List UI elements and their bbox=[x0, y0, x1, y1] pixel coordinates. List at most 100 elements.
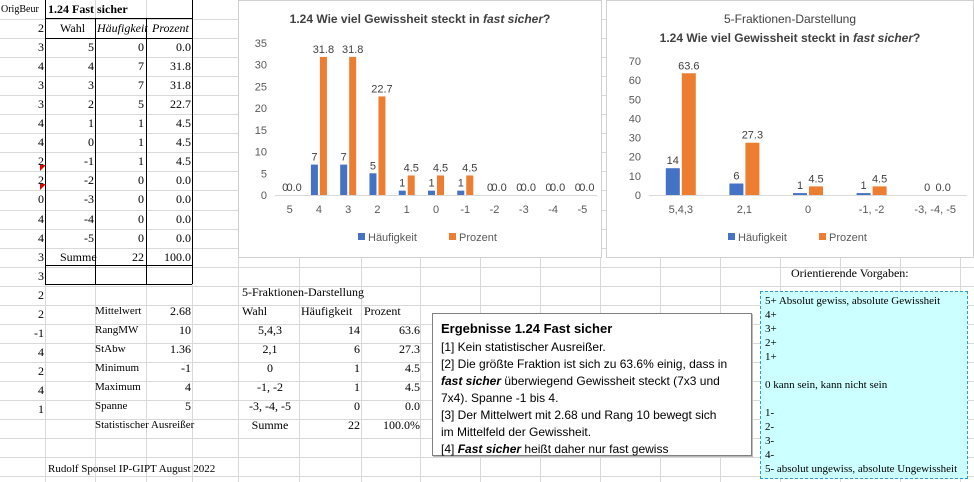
wahl-cell[interactable]: 0 bbox=[88, 135, 94, 150]
bar-haeufigkeit[interactable] bbox=[793, 193, 807, 195]
wahl-cell[interactable]: -4 bbox=[84, 211, 94, 226]
prozent-cell[interactable]: 4.5 bbox=[176, 116, 191, 131]
haeufigkeit-cell[interactable]: 0 bbox=[138, 230, 144, 245]
origbeur-cell[interactable]: 2 bbox=[38, 287, 44, 302]
five-prozent-cell[interactable]: 27.3 bbox=[399, 342, 420, 357]
five-wahl-cell[interactable]: -1, -2 bbox=[257, 380, 283, 395]
results-textbox[interactable]: Ergebnisse 1.24 Fast sicher [1] Kein sta… bbox=[432, 313, 752, 456]
stat-value[interactable]: 1.36 bbox=[170, 342, 191, 357]
origbeur-cell[interactable]: 4 bbox=[38, 230, 44, 245]
haeufigkeit-cell[interactable]: 0 bbox=[138, 192, 144, 207]
bar-haeufigkeit[interactable] bbox=[369, 173, 377, 195]
chart-panel-five-fraction[interactable]: 5-Fraktionen-Darstellung 1.24 Wie viel Ge… bbox=[606, 0, 974, 258]
bar-prozent[interactable] bbox=[466, 175, 474, 195]
haeufigkeit-cell[interactable]: 5 bbox=[138, 97, 144, 112]
prozent-cell[interactable]: 0.0 bbox=[176, 40, 191, 55]
stat-value[interactable]: 10 bbox=[179, 323, 191, 338]
prozent-cell[interactable]: 22.7 bbox=[170, 97, 191, 112]
bar-haeufigkeit[interactable] bbox=[428, 190, 435, 195]
origbeur-cell[interactable]: 4 bbox=[38, 344, 44, 359]
wahl-cell[interactable]: 1 bbox=[88, 116, 94, 131]
five-wahl-cell[interactable]: 2,1 bbox=[262, 342, 278, 357]
bar-prozent[interactable] bbox=[437, 175, 444, 195]
origbeur-cell[interactable]: 2 bbox=[38, 154, 44, 169]
stat-value[interactable]: 5 bbox=[185, 399, 191, 414]
bar-prozent[interactable] bbox=[681, 73, 696, 195]
wahl-cell[interactable]: 4 bbox=[88, 59, 94, 74]
prozent-cell[interactable]: 0.0 bbox=[176, 192, 191, 207]
wahl-cell[interactable]: -3 bbox=[84, 192, 94, 207]
stat-value[interactable]: 2.68 bbox=[170, 304, 191, 318]
five-haeufigkeit-cell[interactable]: 0 bbox=[354, 399, 360, 414]
origbeur-cell[interactable]: 3 bbox=[38, 40, 44, 55]
summe-prozent[interactable]: 100.0 bbox=[164, 249, 191, 264]
haeufigkeit-cell[interactable]: 7 bbox=[138, 59, 144, 74]
five-prozent-cell[interactable]: 4.5 bbox=[405, 361, 420, 376]
five-summe-haeufigkeit[interactable]: 22 bbox=[348, 418, 360, 433]
five-wahl-cell[interactable]: 5,4,3 bbox=[258, 323, 282, 338]
five-haeufigkeit-cell[interactable]: 1 bbox=[354, 361, 360, 376]
comment-marker[interactable] bbox=[40, 165, 46, 171]
origbeur-cell[interactable]: 2 bbox=[38, 306, 44, 321]
origbeur-cell[interactable]: 4 bbox=[38, 135, 44, 150]
wahl-cell[interactable]: 3 bbox=[88, 78, 94, 93]
origbeur-cell[interactable]: 0 bbox=[38, 192, 44, 207]
bar-prozent[interactable] bbox=[349, 56, 357, 196]
haeufigkeit-cell[interactable]: 1 bbox=[138, 135, 144, 150]
prozent-cell[interactable]: 31.8 bbox=[170, 59, 191, 74]
bar-prozent[interactable] bbox=[745, 142, 760, 195]
origbeur-cell[interactable]: 2 bbox=[38, 21, 44, 35]
origbeur-cell[interactable]: 1 bbox=[38, 402, 44, 416]
comment-marker-2[interactable] bbox=[40, 184, 46, 190]
origbeur-cell[interactable]: 3 bbox=[38, 268, 44, 283]
bar-haeufigkeit[interactable] bbox=[856, 193, 871, 195]
bar-haeufigkeit[interactable] bbox=[310, 164, 318, 195]
five-summe-prozent[interactable]: 100.0% bbox=[383, 418, 420, 433]
origbeur-cell[interactable]: 3 bbox=[38, 78, 44, 93]
origbeur-cell[interactable]: 4 bbox=[38, 59, 44, 74]
origbeur-cell[interactable]: 4 bbox=[38, 382, 44, 397]
prozent-cell[interactable]: 4.5 bbox=[176, 154, 191, 169]
prozent-cell[interactable]: 0.0 bbox=[176, 211, 191, 226]
orientation-box[interactable]: 5+ Absolut gewiss, absolute Gewissheit 4+… bbox=[760, 291, 968, 479]
wahl-cell[interactable]: -5 bbox=[84, 230, 94, 245]
haeufigkeit-cell[interactable]: 0 bbox=[138, 211, 144, 226]
wahl-cell[interactable]: 2 bbox=[88, 97, 94, 112]
haeufigkeit-cell[interactable]: 0 bbox=[138, 40, 144, 55]
bar-prozent[interactable] bbox=[872, 186, 887, 195]
bar-haeufigkeit[interactable] bbox=[398, 190, 406, 195]
origbeur-cell[interactable]: -1 bbox=[34, 325, 44, 340]
wahl-cell[interactable]: 5 bbox=[88, 40, 94, 55]
five-prozent-cell[interactable]: 0.0 bbox=[405, 399, 420, 414]
bar-haeufigkeit[interactable] bbox=[340, 164, 348, 195]
chart-panel-frequency[interactable]: 1.24 Wie viel Gewissheit steckt in fast … bbox=[238, 0, 602, 258]
origbeur-cell[interactable]: 3 bbox=[38, 249, 44, 264]
five-prozent-cell[interactable]: 4.5 bbox=[405, 380, 420, 395]
haeufigkeit-cell[interactable]: 0 bbox=[138, 173, 144, 188]
bar-prozent[interactable] bbox=[407, 175, 415, 195]
wahl-cell[interactable]: -2 bbox=[84, 173, 94, 188]
origbeur-cell[interactable]: 2 bbox=[38, 363, 44, 378]
five-haeufigkeit-cell[interactable]: 14 bbox=[348, 323, 360, 338]
bar-prozent[interactable] bbox=[319, 56, 327, 196]
prozent-cell[interactable]: 4.5 bbox=[176, 135, 191, 150]
origbeur-cell[interactable]: 4 bbox=[38, 211, 44, 226]
five-prozent-cell[interactable]: 63.6 bbox=[399, 323, 420, 338]
bar-prozent[interactable] bbox=[378, 96, 386, 195]
origbeur-cell[interactable]: 2 bbox=[38, 173, 44, 188]
five-wahl-cell[interactable]: 0 bbox=[267, 361, 273, 376]
stat-value[interactable]: 4 bbox=[185, 380, 191, 395]
five-haeufigkeit-cell[interactable]: 6 bbox=[354, 342, 360, 357]
bar-haeufigkeit[interactable] bbox=[729, 183, 744, 195]
haeufigkeit-cell[interactable]: 7 bbox=[138, 78, 144, 93]
summe-haeufigkeit[interactable]: 22 bbox=[132, 249, 144, 264]
bar-haeufigkeit[interactable] bbox=[457, 190, 465, 195]
prozent-cell[interactable]: 31.8 bbox=[170, 78, 191, 93]
prozent-cell[interactable]: 0.0 bbox=[176, 173, 191, 188]
prozent-cell[interactable]: 0.0 bbox=[176, 230, 191, 245]
wahl-cell[interactable]: -1 bbox=[84, 154, 94, 169]
five-wahl-cell[interactable]: -3, -4, -5 bbox=[249, 399, 291, 414]
haeufigkeit-cell[interactable]: 1 bbox=[138, 154, 144, 169]
origbeur-cell[interactable]: 3 bbox=[38, 97, 44, 112]
haeufigkeit-cell[interactable]: 1 bbox=[138, 116, 144, 131]
